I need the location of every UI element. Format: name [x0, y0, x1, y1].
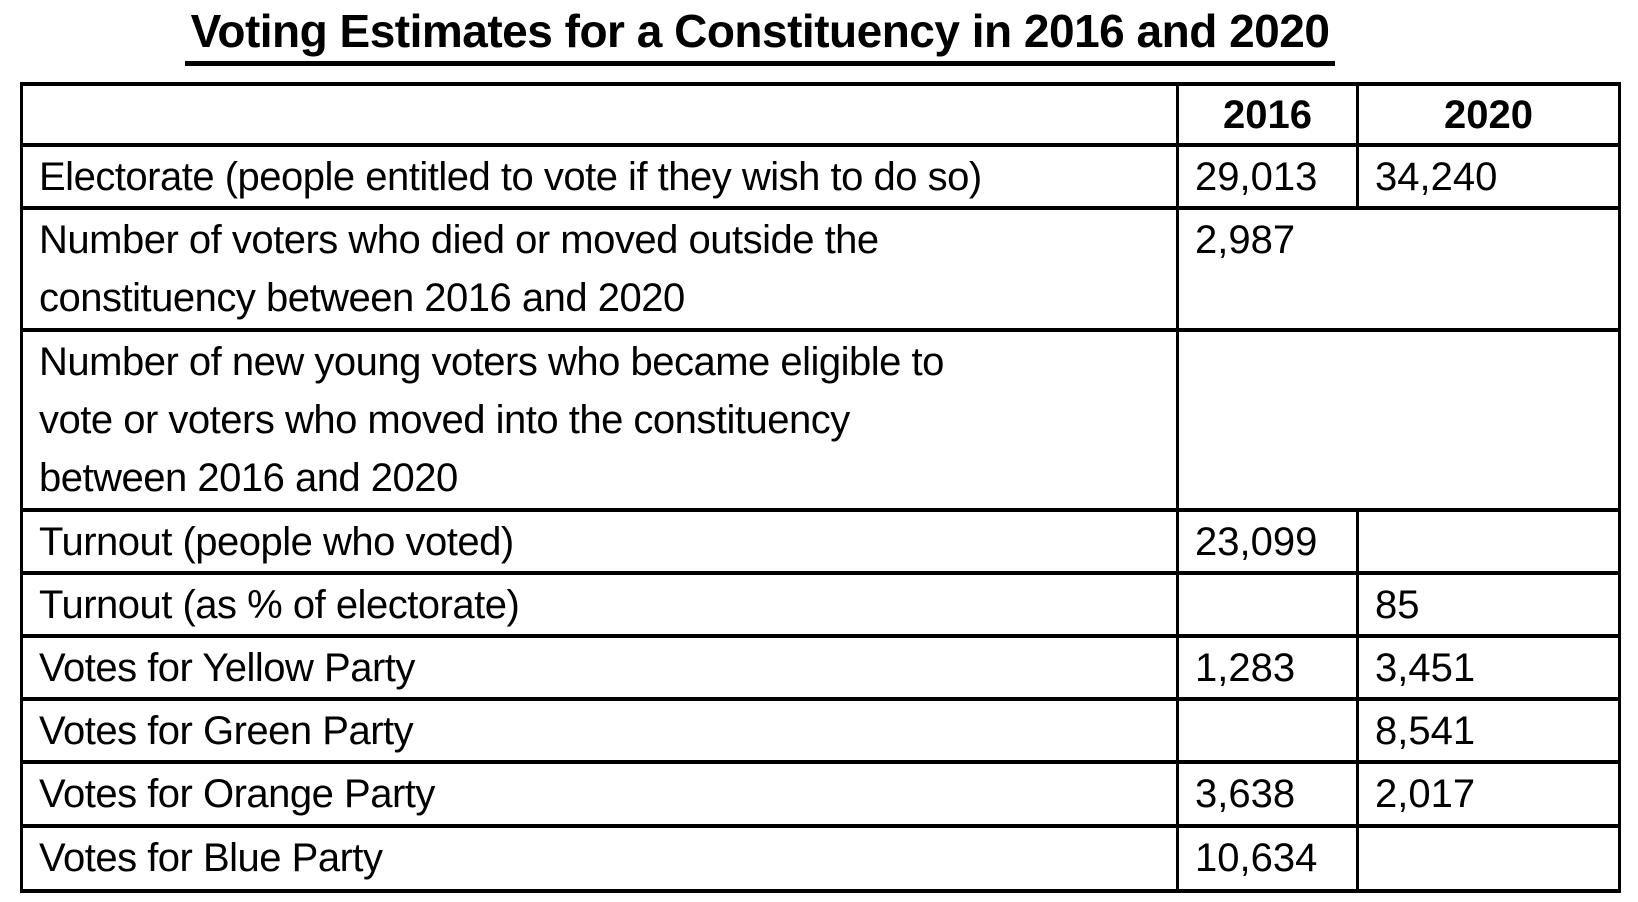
- row-label-yellow-party: Votes for Yellow Party: [20, 634, 1179, 701]
- row-label-new-voters: Number of new young voters who became el…: [20, 328, 1179, 512]
- merged-value-voters-left: 2,987: [1176, 206, 1621, 332]
- row-label-orange-party: Votes for Orange Party: [20, 760, 1179, 828]
- row-label-turnout-count: Turnout (people who voted): [20, 508, 1179, 575]
- row-label-green-party: Votes for Green Party: [20, 697, 1179, 764]
- table-row: Votes for Orange Party 3,638 2,017: [20, 760, 1621, 828]
- row-label-blue-party: Votes for Blue Party: [20, 824, 1179, 893]
- value-2016-turnout-pct: [1176, 571, 1359, 638]
- table-row: Number of voters who died or moved outsi…: [20, 206, 1621, 332]
- table-row: Turnout (as % of electorate) 85: [20, 571, 1621, 638]
- table-row: Votes for Blue Party 10,634: [20, 824, 1621, 893]
- row-label-voters-left: Number of voters who died or moved outsi…: [20, 206, 1179, 332]
- table-row: Turnout (people who voted) 23,099: [20, 508, 1621, 575]
- value-2020-blue-party: [1356, 824, 1621, 893]
- header-empty-cell: [20, 82, 1179, 147]
- voting-estimates-table: 2016 2020 Electorate (people entitled to…: [20, 82, 1621, 893]
- value-2020-turnout-count: [1356, 508, 1621, 575]
- value-2016-yellow-party: 1,283: [1176, 634, 1359, 701]
- table-row: Electorate (people entitled to vote if t…: [20, 143, 1621, 210]
- header-2016: 2016: [1176, 82, 1359, 147]
- table-row: Votes for Yellow Party 1,283 3,451: [20, 634, 1621, 701]
- table-row: Number of new young voters who became el…: [20, 328, 1621, 512]
- value-2020-turnout-pct: 85: [1356, 571, 1621, 638]
- value-2020-yellow-party: 3,451: [1356, 634, 1621, 701]
- value-2016-green-party: [1176, 697, 1359, 764]
- value-2020-green-party: 8,541: [1356, 697, 1621, 764]
- page-title: Voting Estimates for a Constituency in 2…: [184, 3, 1336, 66]
- table-row: Votes for Green Party 8,541: [20, 697, 1621, 764]
- merged-value-new-voters: [1176, 328, 1621, 512]
- value-2020-orange-party: 2,017: [1356, 760, 1621, 828]
- value-2016-blue-party: 10,634: [1176, 824, 1359, 893]
- row-label-electorate: Electorate (people entitled to vote if t…: [20, 143, 1179, 210]
- value-2016-orange-party: 3,638: [1176, 760, 1359, 828]
- title-wrap: Voting Estimates for a Constituency in 2…: [0, 3, 1520, 66]
- value-2020-electorate: 34,240: [1356, 143, 1621, 210]
- row-label-turnout-pct: Turnout (as % of electorate): [20, 571, 1179, 638]
- header-2020: 2020: [1356, 82, 1621, 147]
- value-2016-electorate: 29,013: [1176, 143, 1359, 210]
- value-2016-turnout-count: 23,099: [1176, 508, 1359, 575]
- table-header-row: 2016 2020: [20, 82, 1621, 147]
